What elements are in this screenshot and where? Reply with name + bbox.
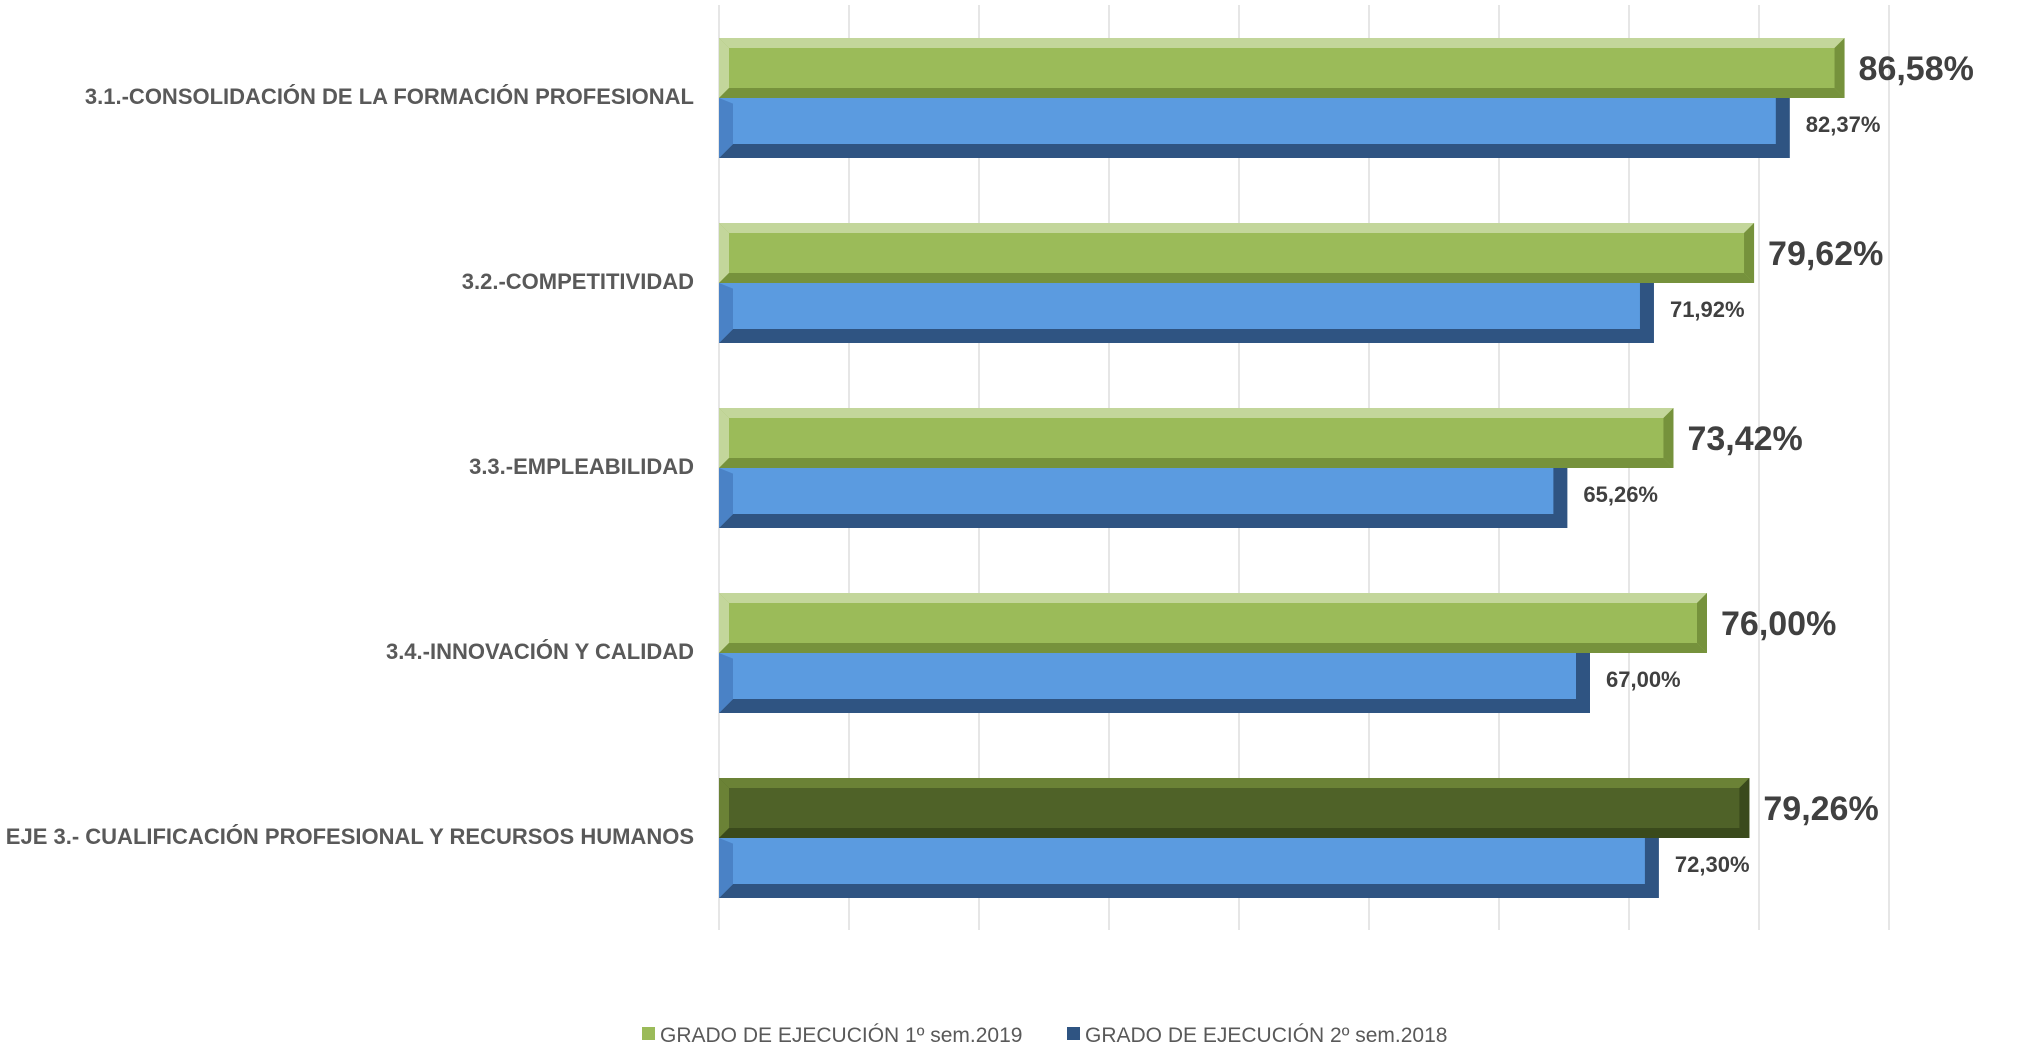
- bar-series1: [719, 38, 1845, 98]
- bar-series1: [719, 778, 1750, 838]
- legend-label-series2: GRADO DE EJECUCIÓN 2º sem.2018: [1085, 1024, 1447, 1047]
- data-label-series1: 79,62%: [1768, 235, 1883, 273]
- data-label-series1: 79,26%: [1763, 790, 1878, 828]
- bar-series1: [719, 223, 1755, 283]
- bar-series2: [719, 468, 1568, 528]
- data-label-series1: 73,42%: [1687, 420, 1802, 458]
- legend-label-series1: GRADO DE EJECUCIÓN 1º sem.2019: [660, 1024, 1022, 1047]
- category-label: 3.3.-EMPLEABILIDAD: [469, 454, 694, 479]
- labels: 3.1.-CONSOLIDACIÓN DE LA FORMACIÓN PROFE…: [6, 50, 1974, 877]
- category-label: EJE 3.- CUALIFICACIÓN PROFESIONAL Y RECU…: [6, 824, 694, 849]
- data-label-series2: 65,26%: [1583, 482, 1658, 507]
- data-label-series2: 71,92%: [1670, 297, 1745, 322]
- data-label-series1: 86,58%: [1859, 50, 1974, 88]
- data-label-series1: 76,00%: [1721, 605, 1836, 643]
- legend-swatch-series2: [1067, 1027, 1080, 1040]
- bar-series1: [719, 593, 1707, 653]
- category-label: 3.1.-CONSOLIDACIÓN DE LA FORMACIÓN PROFE…: [85, 84, 694, 109]
- bar-series2: [719, 98, 1790, 158]
- bar-series2: [719, 838, 1659, 898]
- bar-series2: [719, 653, 1590, 713]
- bar-series1: [719, 408, 1674, 468]
- data-label-series2: 82,37%: [1806, 112, 1881, 137]
- bar-series2: [719, 283, 1654, 343]
- category-label: 3.2.-COMPETITIVIDAD: [462, 269, 694, 294]
- bars: [719, 38, 1845, 898]
- data-label-series2: 67,00%: [1606, 667, 1681, 692]
- data-label-series2: 72,30%: [1675, 852, 1750, 877]
- legend: GRADO DE EJECUCIÓN 1º sem.2019 GRADO DE E…: [642, 1024, 1447, 1047]
- category-label: 3.4.-INNOVACIÓN Y CALIDAD: [386, 639, 694, 664]
- legend-swatch-series1: [642, 1027, 655, 1040]
